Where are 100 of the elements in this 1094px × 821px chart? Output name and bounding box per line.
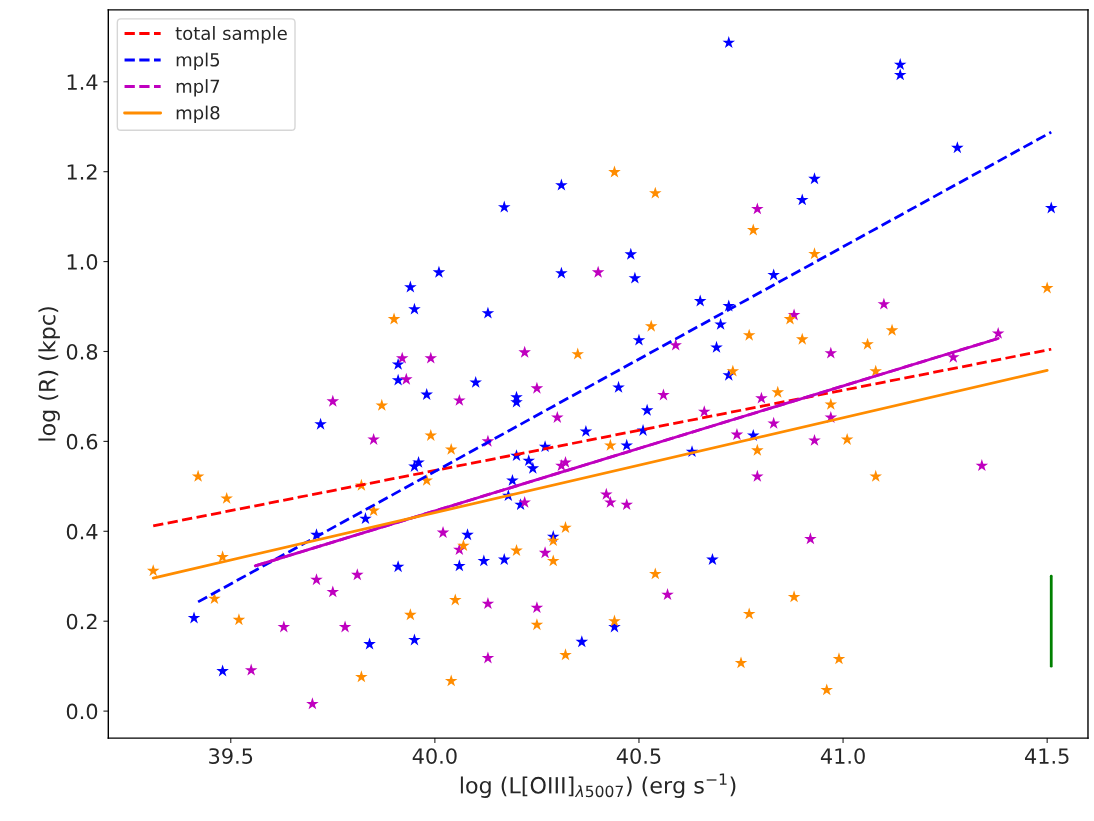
point — [698, 405, 711, 418]
point — [861, 337, 874, 350]
point — [571, 347, 584, 360]
point — [387, 312, 401, 325]
point — [604, 495, 617, 508]
point — [481, 651, 495, 664]
point — [510, 544, 523, 556]
point — [840, 433, 854, 445]
point — [559, 648, 572, 661]
point — [885, 323, 899, 336]
point — [975, 459, 989, 471]
point — [730, 428, 744, 440]
point — [310, 573, 323, 586]
point — [795, 332, 809, 345]
point — [661, 588, 674, 601]
point — [608, 614, 621, 627]
legend-label: total sample — [175, 26, 287, 44]
point — [808, 433, 821, 446]
point — [436, 526, 450, 538]
point — [1040, 281, 1054, 294]
x-tick-label: 40.0 — [412, 748, 457, 764]
point — [804, 532, 817, 545]
x-tick-label: 41.0 — [820, 748, 865, 764]
point — [424, 351, 438, 364]
point — [832, 652, 846, 665]
x-tick-label: 39.5 — [209, 748, 253, 764]
point — [453, 393, 466, 406]
point — [771, 385, 785, 398]
y-tick-label: 0.8 — [66, 343, 98, 360]
point — [751, 443, 764, 456]
y-tick-label: 1.0 — [67, 254, 98, 270]
point — [608, 165, 621, 178]
y-tick-label: 0.0 — [66, 703, 98, 720]
point — [604, 438, 617, 451]
legend-label: mpl7 — [176, 79, 220, 97]
y-tick-label: 0.2 — [66, 613, 97, 630]
point — [449, 593, 462, 606]
point — [649, 186, 662, 199]
point — [326, 394, 340, 407]
point — [783, 312, 797, 325]
point — [457, 539, 470, 552]
point — [751, 469, 764, 482]
point — [991, 326, 1005, 339]
legend-label: mpl5 — [176, 52, 220, 71]
point — [530, 601, 544, 614]
point — [481, 597, 495, 609]
point — [824, 397, 838, 410]
point — [591, 265, 605, 278]
point — [444, 442, 458, 455]
point — [742, 607, 756, 620]
point — [767, 416, 780, 429]
point — [400, 372, 413, 385]
point — [444, 674, 458, 687]
y-axis-title: log (R) (kpc) — [38, 307, 60, 441]
point — [657, 388, 670, 401]
point — [395, 351, 409, 364]
point — [620, 498, 633, 511]
point — [367, 433, 380, 445]
point — [649, 567, 662, 580]
point — [755, 391, 768, 404]
point — [146, 564, 160, 577]
y-tick-label: 1.4 — [67, 74, 98, 90]
y-tick-label: 0.6 — [66, 433, 98, 450]
point — [530, 618, 544, 631]
point — [546, 554, 560, 567]
point — [808, 247, 821, 260]
point — [338, 620, 352, 633]
point — [306, 697, 319, 710]
point — [869, 469, 882, 482]
point — [375, 398, 389, 411]
point — [518, 495, 531, 508]
point — [530, 381, 544, 394]
point — [600, 487, 613, 500]
x-tick-label: 40.5 — [616, 748, 661, 764]
point — [669, 338, 682, 351]
point — [326, 585, 340, 598]
legend-label: mpl8 — [176, 105, 220, 124]
point — [518, 345, 531, 358]
point — [751, 202, 764, 215]
x-tick-label: 41.5 — [1024, 748, 1069, 764]
point — [820, 683, 833, 696]
y-tick-label: 1.2 — [67, 164, 97, 180]
point — [559, 521, 572, 534]
point — [559, 455, 572, 468]
point — [404, 608, 417, 621]
point — [726, 364, 740, 377]
point — [787, 590, 801, 603]
point — [424, 428, 438, 441]
point — [244, 663, 258, 676]
point — [824, 346, 838, 359]
point — [742, 328, 756, 341]
point — [351, 568, 364, 581]
point — [277, 620, 291, 633]
point — [216, 550, 229, 563]
point — [355, 670, 368, 683]
y-tick-label: 0.4 — [66, 523, 98, 540]
x-axis-title: log (L[OIII]$_{λ5007}$) (erg s$^{−1}$) — [460, 773, 736, 798]
point — [191, 469, 205, 482]
point — [546, 534, 560, 547]
point — [746, 223, 760, 236]
